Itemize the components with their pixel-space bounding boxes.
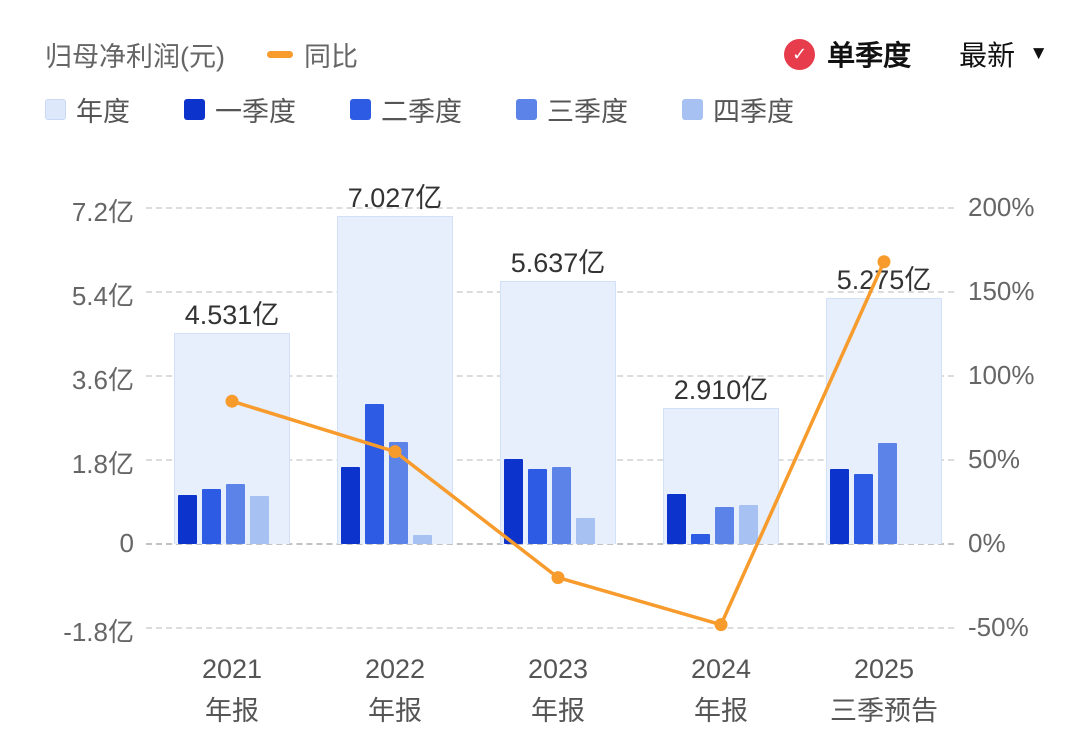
legend-item-q4[interactable]: 四季度 (682, 90, 794, 129)
quarter-bar-1[interactable] (178, 495, 197, 544)
quarter-bar-4[interactable] (413, 534, 432, 544)
selected-check-icon: ✓ (784, 38, 816, 70)
x-axis-label-year: 2021 (201, 654, 263, 684)
chart-title: 归母净利润(元) (45, 41, 225, 72)
x-axis-label-period: 年报 (368, 696, 422, 726)
legend-item-q2[interactable]: 二季度 (350, 90, 462, 129)
q4-swatch-icon (682, 99, 703, 120)
y-axis-tick-left: 7.2亿 (71, 197, 134, 227)
x-axis-label-period: 年报 (205, 696, 259, 726)
yoy-line-swatch-icon (266, 50, 293, 58)
y-axis-tick-right: 150% (968, 276, 1035, 306)
annual-value-label: 7.027亿 (347, 183, 443, 214)
quarter-bar-4[interactable] (576, 517, 595, 544)
quarter-bar-2[interactable] (365, 404, 384, 544)
y-axis-tick-right: 0% (968, 528, 1006, 558)
gridline (146, 627, 954, 629)
legend-item-q1[interactable]: 一季度 (184, 90, 296, 129)
y-axis-tick-right: 200% (968, 192, 1035, 222)
quarter-bar-2[interactable] (854, 474, 873, 544)
x-axis-label-year: 2023 (527, 654, 589, 684)
y-axis-tick-left: 3.6亿 (71, 365, 134, 395)
x-axis-label-year: 2022 (364, 654, 426, 684)
y-axis-tick-left: -1.8亿 (63, 617, 134, 647)
quarter-bar-3[interactable] (878, 442, 897, 544)
annual-value-label: 5.275亿 (836, 264, 932, 295)
y-axis-tick-right: -50% (968, 612, 1029, 642)
yoy-legend-label: 同比 (303, 41, 358, 72)
latest-label: 最新 (959, 40, 1016, 71)
legend: 年度 一季度 二季度 三季度 四季度 (45, 90, 794, 129)
quarter-bar-4[interactable] (250, 496, 269, 544)
chevron-down-icon: ▼ (1029, 43, 1048, 64)
y-axis-tick-right: 50% (968, 444, 1021, 474)
quarter-bar-1[interactable] (341, 467, 360, 544)
quarter-bar-2[interactable] (691, 533, 710, 544)
latest-dropdown[interactable]: 最新 ▼ (959, 34, 1048, 74)
quarter-bar-2[interactable] (202, 488, 221, 544)
x-axis-label-year: 2025 (853, 654, 915, 684)
legend-item-label: 二季度 (381, 97, 462, 127)
legend-item-label: 四季度 (713, 97, 794, 127)
quarter-bar-3[interactable] (226, 484, 245, 544)
single-quarter-toggle[interactable]: 单季度 (827, 40, 912, 71)
annual-value-label: 5.637亿 (510, 247, 606, 278)
legend-item-label: 年度 (76, 97, 130, 127)
y-axis-tick-right: 100% (968, 360, 1035, 390)
legend-item-q3[interactable]: 三季度 (516, 90, 628, 129)
legend-item-label: 一季度 (215, 97, 296, 127)
legend-item-label: 三季度 (547, 97, 628, 127)
quarter-bar-3[interactable] (715, 507, 734, 544)
y-axis-tick-left: 0 (119, 528, 134, 558)
x-axis-label-period: 年报 (531, 696, 585, 726)
q3-swatch-icon (516, 99, 537, 120)
quarter-bar-3[interactable] (552, 466, 571, 544)
header-controls: ✓ 单季度 最新 ▼ (784, 34, 1048, 74)
annual-value-label: 2.910亿 (673, 375, 769, 406)
quarter-bar-1[interactable] (830, 469, 849, 544)
quarter-bar-1[interactable] (667, 494, 686, 544)
x-axis-label-year: 2024 (690, 654, 752, 684)
quarter-bar-4[interactable] (739, 505, 758, 544)
quarter-bar-3[interactable] (389, 442, 408, 544)
legend-item-annual[interactable]: 年度 (45, 90, 130, 129)
x-axis-label-period: 年报 (694, 696, 748, 726)
quarter-bar-2[interactable] (528, 469, 547, 544)
q1-swatch-icon (184, 99, 205, 120)
chart-header: 归母净利润(元) 同比 ✓ 单季度 最新 ▼ (45, 34, 1048, 74)
yoy-point (551, 571, 565, 585)
quarter-bar-1[interactable] (504, 459, 523, 544)
y-axis-tick-left: 5.4亿 (71, 281, 134, 311)
annual-swatch-icon (45, 99, 66, 120)
y-axis-tick-left: 1.8亿 (71, 449, 134, 479)
gridline (146, 207, 954, 209)
yoy-point (714, 618, 728, 632)
x-axis-label-period: 三季预告 (830, 696, 938, 726)
yoy-legend[interactable]: 同比 (266, 35, 358, 74)
annual-value-label: 4.531亿 (184, 299, 280, 330)
q2-swatch-icon (350, 99, 371, 120)
